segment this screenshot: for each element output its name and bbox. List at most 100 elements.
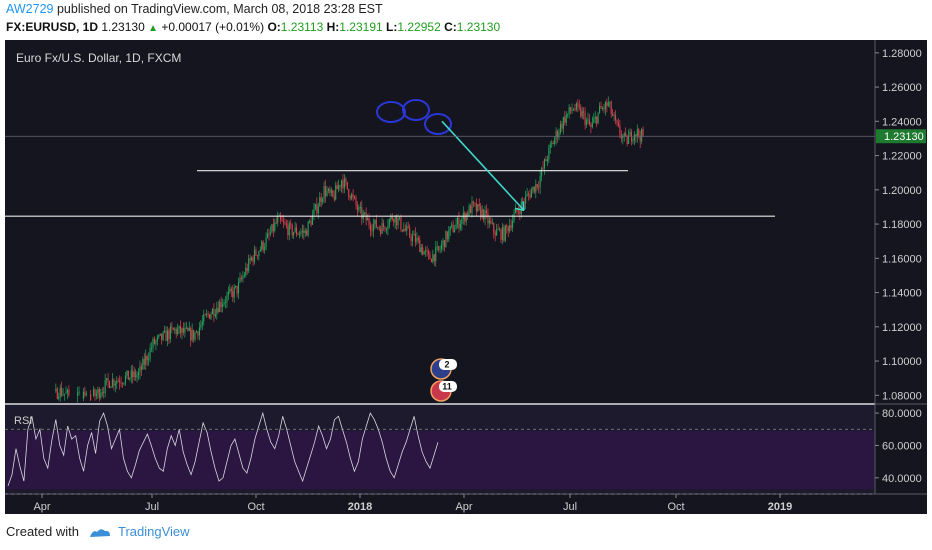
candle-body: [606, 102, 608, 106]
candle-body: [310, 220, 312, 225]
candle-body: [291, 224, 293, 236]
close-label: C:: [444, 20, 457, 34]
candle-body: [248, 258, 250, 271]
event-count-bubble: [439, 381, 457, 392]
candle-body: [358, 207, 360, 211]
candle-body: [301, 230, 303, 233]
candle-body: [323, 186, 325, 199]
candle-body: [571, 110, 573, 112]
candle-body: [97, 389, 99, 394]
candle-body: [204, 314, 206, 316]
candle-body: [552, 143, 554, 144]
candle-body: [506, 225, 508, 228]
candle-body: [454, 229, 456, 233]
candle-body: [238, 281, 240, 294]
candle-body: [240, 277, 242, 280]
candle-body: [58, 396, 60, 399]
candle-body: [288, 223, 290, 236]
candle-body: [233, 287, 235, 298]
candle-body: [438, 246, 440, 250]
candle-body: [378, 227, 380, 229]
candle-body: [309, 220, 311, 222]
candle-body: [90, 394, 92, 401]
candle-body: [580, 107, 582, 117]
candle-body: [223, 302, 225, 305]
y-tick-label: 1.14000: [882, 288, 922, 300]
candle-body: [577, 103, 579, 106]
candle-body: [166, 330, 169, 341]
candle-body: [581, 111, 583, 117]
candle-body: [165, 330, 167, 341]
candle-body: [483, 209, 485, 220]
candle-body: [368, 218, 370, 226]
candle-body: [172, 328, 174, 330]
candle-body: [211, 308, 213, 315]
candle-body: [567, 113, 569, 115]
y-tick-label: 1.10000: [882, 356, 922, 368]
footer: Created with TradingView: [6, 524, 190, 539]
candle-body: [391, 215, 393, 220]
event-count: 2: [444, 360, 449, 370]
candle-body: [120, 382, 122, 384]
candle-body: [333, 196, 335, 200]
candle-body: [171, 326, 173, 329]
y-tick-label: 1.08000: [882, 390, 922, 402]
tradingview-link[interactable]: TradingView: [118, 524, 190, 539]
candle-body: [119, 380, 121, 383]
candle-body: [509, 225, 511, 232]
candle-body: [282, 221, 285, 223]
y-tick-label: 1.18000: [882, 219, 922, 231]
candle-body: [480, 206, 482, 218]
candle-body: [475, 203, 477, 212]
candle-body: [426, 250, 428, 252]
rsi-tick-label: 80.0000: [882, 408, 922, 420]
candle-body: [641, 129, 643, 142]
candle-body: [430, 259, 432, 263]
candle-body: [613, 114, 615, 116]
candle-body: [311, 215, 314, 225]
candle-body: [517, 211, 519, 213]
candle-body: [449, 226, 451, 231]
candle-body: [249, 258, 251, 261]
published-text: published on TradingView.com, March 08, …: [56, 2, 383, 16]
rsi-band: [6, 431, 874, 489]
candle-body: [539, 176, 541, 188]
candle-body: [143, 358, 145, 365]
candle-body: [59, 387, 61, 397]
candle-body: [499, 229, 501, 231]
candle-body: [407, 226, 409, 228]
candle-body: [198, 327, 200, 336]
candle-body: [156, 336, 158, 341]
candle-body: [632, 140, 634, 142]
candle-body: [514, 208, 517, 214]
candle-body: [194, 332, 196, 340]
event-badges[interactable]: 2 11: [430, 358, 457, 402]
candle-body: [452, 224, 454, 233]
candle-body: [126, 370, 128, 376]
candle-body: [510, 225, 512, 228]
candle-body: [162, 332, 164, 340]
candle-body: [607, 102, 609, 106]
candle-body: [526, 193, 528, 196]
candle-body: [103, 392, 105, 393]
candle-body: [532, 186, 534, 191]
author-link[interactable]: AW2729: [6, 2, 54, 16]
candle-body: [139, 366, 141, 373]
candle-body: [122, 383, 124, 385]
candle-body: [345, 178, 347, 182]
candle-body: [570, 107, 572, 112]
candle-body: [445, 231, 447, 248]
candle-body: [446, 231, 448, 240]
candle-body: [565, 114, 567, 123]
candle-body: [177, 329, 179, 335]
candle-body: [152, 338, 154, 348]
candle-body: [304, 230, 306, 233]
last-price-tag-label: 1.23130: [884, 131, 924, 143]
candle-body: [78, 391, 80, 393]
candle-body: [546, 159, 548, 162]
event-count: 11: [442, 382, 452, 392]
candle-body: [280, 215, 282, 220]
candle-body: [307, 221, 309, 236]
candle-body: [626, 135, 628, 145]
